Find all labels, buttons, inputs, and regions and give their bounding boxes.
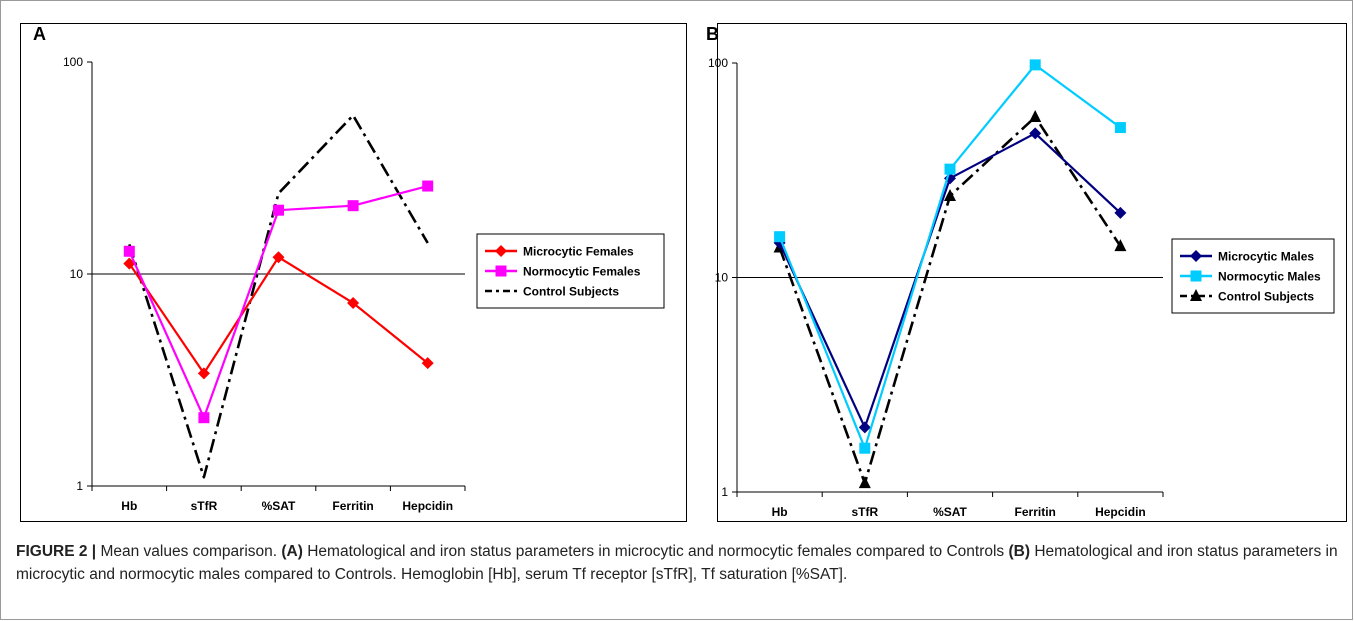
chart-b-legend-marker-normocytic-males [1190, 270, 1202, 282]
chart-b-point-control-subjects [944, 188, 956, 201]
caption-a-text: Hematological and iron status parameters… [307, 543, 1005, 560]
chart-a-series-line-control-subjects [128, 114, 429, 479]
chart-b-y-tick-label: 1 [721, 485, 728, 499]
chart-b-point-normocytic-males [1029, 59, 1041, 71]
chart-a-point-microcytic-females [272, 251, 285, 264]
chart-b-legend-label-microcytic-males: Microcytic Males [1218, 250, 1314, 264]
chart-b-point-normocytic-males [1114, 122, 1126, 134]
chart-a-legend-marker-microcytic-females [495, 245, 507, 257]
chart-a-point-microcytic-females [197, 367, 210, 380]
chart-a-y-tick-label: 100 [63, 55, 83, 69]
panel-a-label: A [33, 24, 46, 44]
chart-a-x-tick-label: Ferritin [332, 499, 373, 513]
caption-a-label: (A) [281, 543, 303, 560]
chart-b-legend-marker-microcytic-males [1190, 250, 1202, 262]
caption-intro: Mean values comparison. [100, 543, 278, 560]
chart-a-series-line-microcytic-females [128, 256, 429, 375]
chart-b-point-normocytic-males [944, 163, 956, 175]
chart-a-point-microcytic-females [421, 357, 434, 370]
chart-a-y-tick-label: 10 [70, 267, 84, 281]
chart-b-point-control-subjects [1029, 110, 1042, 123]
chart-a-x-tick-label: %SAT [262, 499, 296, 513]
chart-b-legend-marker-control-subjects [1190, 289, 1202, 301]
chart-a-point-normocytic-females [422, 180, 434, 192]
chart-a-point-microcytic-females [347, 296, 360, 309]
figure-caption: FIGURE 2 | Mean values comparison. (A) H… [16, 540, 1341, 586]
chart-b-y-tick-label: 10 [715, 271, 729, 285]
chart-a-x-tick-label: sTfR [191, 499, 218, 513]
chart-b-point-normocytic-males [859, 442, 871, 454]
chart-b-series-line-normocytic-males [778, 63, 1122, 450]
chart-a-legend-label-normocytic-females: Normocytic Females [523, 265, 641, 279]
chart-b-x-tick-label: sTfR [851, 505, 878, 519]
chart-a-legend-marker-normocytic-females [495, 265, 507, 277]
caption-figure-label: FIGURE 2 | [16, 543, 97, 560]
chart-a-point-normocytic-females [198, 412, 210, 424]
chart-b-legend-label-control-subjects: Control Subjects [1218, 290, 1314, 304]
chart-b-point-normocytic-males [774, 231, 786, 243]
chart-b-point-microcytic-males [1029, 127, 1042, 140]
chart-b-y-tick-label: 100 [708, 56, 728, 70]
chart-b-point-control-subjects [1114, 239, 1127, 252]
chart-a-y-tick-label: 1 [76, 479, 83, 493]
chart-b-x-tick-label: Hb [772, 505, 788, 519]
caption-b-label: (B) [1008, 543, 1031, 560]
chart-a-point-normocytic-females [347, 200, 359, 212]
chart-a-point-normocytic-females [123, 245, 135, 257]
panel-b-label: B [706, 24, 719, 44]
chart-a-legend-label-control-subjects: Control Subjects [523, 285, 619, 299]
chart-b-x-tick-label: %SAT [933, 505, 967, 519]
chart-a-x-tick-label: Hepcidin [402, 499, 453, 513]
chart-b-point-microcytic-males [858, 421, 871, 434]
chart-a-x-tick-label: Hb [121, 499, 137, 513]
chart-b-x-tick-label: Ferritin [1015, 505, 1056, 519]
caption-b-text: Hematological and iron status parameters… [16, 543, 1338, 583]
chart-b-legend-label-normocytic-males: Normocytic Males [1218, 270, 1321, 284]
chart-a-legend-label-microcytic-females: Microcytic Females [523, 245, 634, 259]
chart-b-x-tick-label: Hepcidin [1095, 505, 1146, 519]
chart-b-point-microcytic-males [1114, 206, 1127, 219]
chart-a-point-normocytic-females [273, 204, 284, 216]
chart-b-point-control-subjects [858, 476, 871, 489]
